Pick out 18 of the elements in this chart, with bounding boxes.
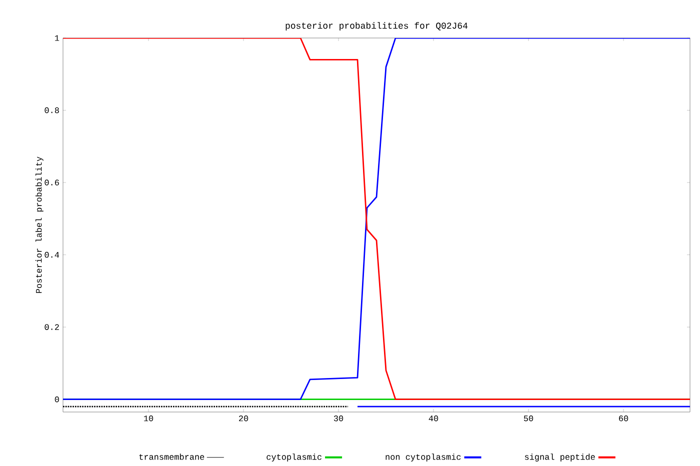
x-tick-label: 50	[524, 416, 534, 422]
y-tick-label: 0	[54, 396, 59, 402]
legend-label: transmembrane	[139, 454, 204, 460]
y-tick-label: 0.6	[44, 180, 59, 186]
legend-label: non cytoplasmic	[386, 454, 461, 462]
chart-title: posterior probabilities for Q02J64	[286, 22, 468, 30]
y-tick-label: 0.4	[44, 252, 60, 258]
x-tick-label: 30	[334, 416, 344, 422]
legend-label: signal peptide	[524, 454, 595, 462]
y-tick-label: 1	[55, 35, 60, 41]
x-tick-label: 40	[428, 416, 438, 422]
x-tick-label: 60	[619, 416, 628, 422]
x-tick-label: 10	[144, 416, 154, 422]
x-tick-label: 20	[239, 416, 248, 422]
y-axis-title: Posterior label probability	[35, 156, 44, 293]
y-tick-label: 0.2	[44, 324, 59, 330]
legend-label: cytoplasmic	[266, 454, 322, 462]
y-tick-label: 0.8	[44, 107, 59, 114]
